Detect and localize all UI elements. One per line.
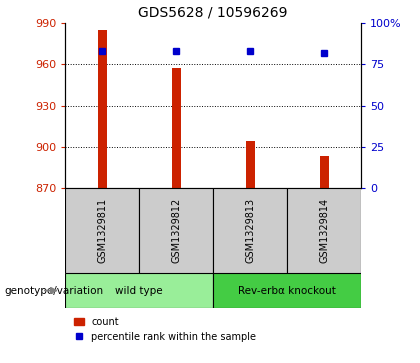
Bar	[65, 273, 213, 308]
Legend: count, percentile rank within the sample: count, percentile rank within the sample	[70, 313, 260, 346]
Bar	[213, 273, 361, 308]
Bar	[98, 30, 107, 188]
Text: GSM1329812: GSM1329812	[171, 198, 181, 263]
Bar	[213, 188, 287, 273]
Bar	[172, 68, 181, 188]
Bar	[139, 188, 213, 273]
Text: wild type: wild type	[116, 286, 163, 295]
Bar	[65, 188, 139, 273]
Bar	[246, 141, 255, 188]
Text: genotype/variation: genotype/variation	[4, 286, 103, 295]
Text: Rev-erbα knockout: Rev-erbα knockout	[238, 286, 336, 295]
Text: GSM1329813: GSM1329813	[245, 198, 255, 263]
Bar	[287, 188, 361, 273]
Bar	[320, 156, 328, 188]
Text: GSM1329814: GSM1329814	[319, 198, 329, 263]
Title: GDS5628 / 10596269: GDS5628 / 10596269	[139, 5, 288, 19]
Text: GSM1329811: GSM1329811	[97, 198, 107, 263]
